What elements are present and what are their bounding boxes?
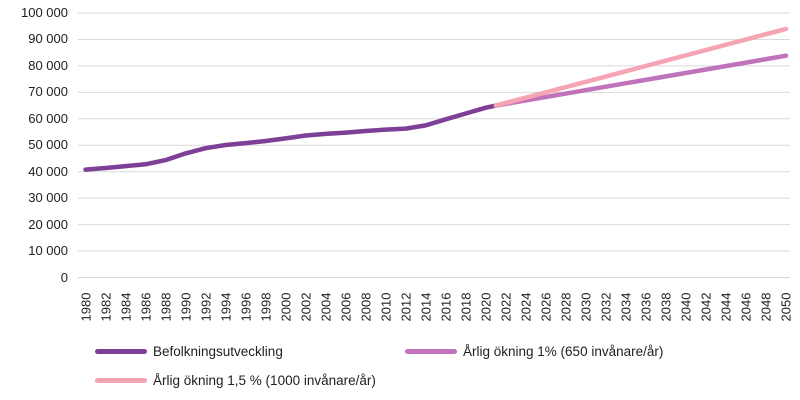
legend-swatch-okning-1-5pct-icon (95, 378, 147, 383)
y-tick-label: 80 000 (28, 57, 68, 73)
series-line-1 (493, 53, 789, 108)
series-line-0 (83, 103, 499, 172)
x-tick-label: 2032 (598, 292, 614, 322)
y-tick-label: 10 000 (28, 243, 68, 259)
y-tick-label: 50 000 (28, 137, 68, 153)
legend-label-okning-1-5pct: Årlig ökning 1,5 % (1000 invånare/år) (153, 373, 376, 388)
x-tick-label: 2014 (418, 292, 434, 322)
x-tick-label: 1998 (258, 292, 274, 322)
x-tick-label: 2004 (318, 292, 334, 322)
x-tick-label: 2010 (378, 292, 394, 322)
x-tick-label: 2022 (498, 292, 514, 322)
x-tick-label: 1988 (158, 292, 174, 322)
x-tick-label: 2048 (758, 292, 774, 322)
x-tick-label: 2038 (658, 292, 674, 322)
x-tick-label: 2008 (358, 292, 374, 322)
x-tick-label: 2046 (738, 292, 754, 322)
x-tick-label: 2034 (618, 292, 634, 322)
x-tick-label: 2012 (398, 292, 414, 322)
series-lines (83, 26, 789, 172)
x-tick-label: 2042 (698, 292, 714, 322)
y-tick-label: 30 000 (28, 190, 68, 206)
legend-label-okning-1pct: Årlig ökning 1% (650 invånare/år) (463, 344, 664, 359)
x-tick-label: 1982 (98, 292, 113, 322)
y-tick-label: 90 000 (28, 31, 68, 47)
x-tick-label: 2036 (638, 292, 654, 322)
x-tick-label: 2024 (518, 292, 534, 322)
series-line-2 (493, 26, 789, 108)
y-tick-label: 70 000 (28, 84, 68, 100)
legend-swatch-okning-1pct-icon (405, 349, 457, 354)
x-tick-label: 2016 (438, 292, 454, 322)
x-tick-label: 2018 (458, 292, 474, 322)
x-tick-label: 1980 (78, 292, 93, 322)
x-tick-label: 1986 (138, 292, 154, 322)
x-tick-label: 2028 (558, 292, 574, 322)
y-tick-label: 60 000 (28, 110, 68, 126)
legend-item-okning-1-5pct: Årlig ökning 1,5 % (1000 invånare/år) (95, 373, 376, 388)
y-tick-label: 40 000 (28, 163, 68, 179)
gridlines (78, 12, 790, 278)
x-tick-label: 2006 (338, 292, 354, 322)
x-tick-label: 1994 (218, 292, 234, 322)
x-tick-label: 1992 (198, 292, 214, 322)
x-tick-label: 2000 (278, 292, 294, 322)
x-tick-label: 2026 (538, 292, 554, 322)
y-tick-label: 20 000 (28, 216, 68, 232)
x-tick-label: 2002 (298, 292, 314, 322)
x-tick-label: 1996 (238, 292, 254, 322)
y-tick-label: 100 000 (21, 5, 68, 20)
x-tick-label: 2020 (478, 292, 494, 322)
x-tick-label: 1984 (118, 292, 134, 322)
y-tick-label: 0 (60, 269, 68, 285)
legend-item-okning-1pct: Årlig ökning 1% (650 invånare/år) (405, 344, 663, 359)
x-tick-label: 2040 (678, 292, 694, 322)
legend-label-befolkningsutveckling: Befolkningsutveckling (153, 344, 283, 359)
x-tick-label: 2030 (578, 292, 594, 322)
x-tick-label: 2044 (718, 292, 734, 322)
legend-swatch-befolkningsutveckling-icon (95, 349, 147, 354)
x-tick-label: 1990 (178, 292, 194, 322)
x-tick-label: 2050 (778, 292, 794, 322)
legend-item-befolkningsutveckling: Befolkningsutveckling (95, 344, 283, 359)
